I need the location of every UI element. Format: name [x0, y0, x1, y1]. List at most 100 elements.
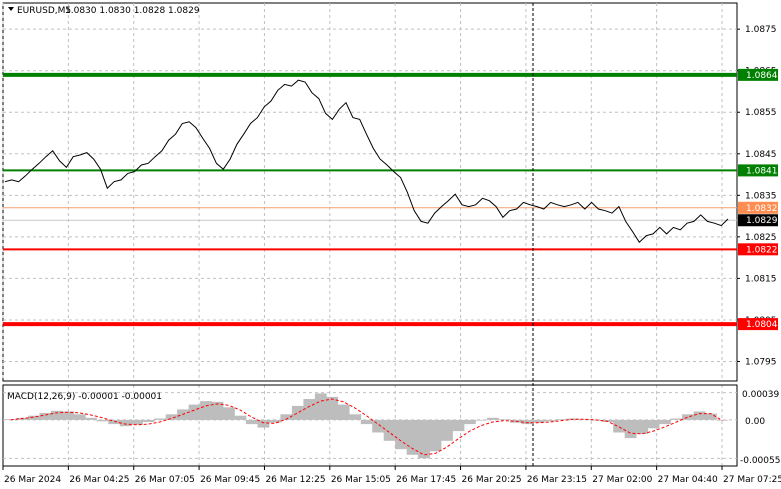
price-tick-label: 1.0875 [745, 25, 777, 35]
level-tags: 1.0864 1.0841 1.0832 1.0829 1.0822 1.0804 [738, 68, 778, 331]
macd-bar [234, 415, 247, 420]
price-tick-label: 1.0845 [745, 150, 777, 160]
macd-bar [246, 419, 258, 425]
level-tag-label: 1.0832 [746, 204, 778, 214]
time-tick-label: 26 Mar 15:05 [331, 475, 391, 485]
level-tag-label: 1.0829 [746, 216, 778, 226]
price-tick-label: 1.0795 [745, 357, 777, 367]
macd-bar [119, 419, 132, 427]
time-tick-label: 26 Mar 20:25 [462, 475, 522, 485]
macd-bar [429, 419, 442, 452]
symbol-label: EURUSD,M5 [17, 6, 71, 16]
price-panel[interactable]: 1.08751.08651.08551.08451.08351.08251.08… [2, 2, 778, 466]
macd-bar [108, 419, 121, 425]
macd-axis-zero: 0.00 [745, 417, 765, 427]
level-tag-label: 1.0804 [746, 320, 778, 330]
macd-bar [269, 419, 281, 423]
macd-bar [314, 393, 327, 420]
macd-signal-line [10, 398, 723, 456]
macd-bar [464, 419, 476, 425]
macd-bar [555, 419, 568, 420]
price-tick-label: 1.0825 [745, 233, 777, 243]
macd-bar [154, 418, 166, 420]
macd-bar [85, 417, 98, 420]
macd-bar [670, 418, 683, 420]
macd-bar [326, 396, 339, 420]
time-tick-label: 26 Mar 17:45 [396, 475, 456, 485]
macd-bar [395, 419, 407, 450]
macd-bar [372, 419, 384, 433]
macd-bar [452, 419, 465, 432]
macd-bar [257, 419, 270, 428]
macd-bar [624, 419, 637, 439]
macd-panel-frame [2, 384, 738, 467]
price-levels[interactable] [3, 72, 737, 327]
macd-bar [62, 411, 75, 420]
macd-bar [360, 419, 373, 425]
macd-bar [50, 410, 63, 420]
macd-bar [682, 414, 694, 420]
macd-bar [291, 405, 304, 420]
macd-bar [165, 414, 178, 420]
level-tag-label: 1.0864 [746, 71, 778, 81]
macd-axis-top: 0.00039 [742, 390, 779, 400]
price-line [4, 79, 729, 243]
macd-bar [211, 401, 224, 420]
time-tick-label: 26 Mar 12:25 [265, 475, 325, 485]
macd-bar [659, 419, 671, 425]
level-tag-1.0822 [738, 243, 778, 256]
level-tag-1.0864 [738, 68, 778, 81]
macd-histogram [5, 393, 729, 459]
macd-bar [521, 419, 534, 425]
price-tick-label: 1.0815 [745, 274, 777, 284]
macd-title: MACD(12,26,9) -0.00001 -0.00001 [7, 392, 162, 402]
time-tick-label: 27 Mar 04:40 [658, 475, 718, 485]
dropdown-triangle-icon[interactable] [8, 7, 14, 11]
time-tick-label: 26 Mar 2024 [4, 475, 61, 485]
macd-bar [441, 419, 453, 441]
level-tag-1.0829 [738, 214, 778, 227]
macd-bar [578, 419, 591, 420]
macd-bar [96, 419, 109, 422]
macd-bar [705, 413, 717, 420]
macd-bar [487, 417, 499, 420]
header-block: EURUSD,M5 1.0830 1.0830 1.0828 1.0829 [8, 6, 200, 16]
macd-bar [188, 404, 201, 420]
ohlc-values: 1.0830 1.0830 1.0828 1.0829 [65, 6, 200, 16]
time-tick-label: 26 Mar 07:05 [135, 475, 195, 485]
macd-bar [303, 399, 316, 420]
macd-bar [383, 419, 396, 441]
price-panel-frame [2, 2, 738, 382]
price-tick-label: 1.0855 [745, 108, 777, 118]
level-tag-1.0832 [738, 201, 778, 214]
macd-bar [28, 415, 40, 420]
time-tick-label: 26 Mar 23:15 [527, 475, 587, 485]
macd-bar [223, 407, 235, 420]
macd-bar [200, 401, 212, 420]
time-tick-label: 26 Mar 04:25 [69, 475, 129, 485]
macd-bar [337, 404, 350, 420]
macd-bar [131, 419, 143, 425]
price-tick-label: 1.0835 [745, 191, 777, 201]
time-tick-label: 27 Mar 02:00 [592, 475, 652, 485]
time-axis: 26 Mar 2024 26 Mar 04:25 26 Mar 07:05 26 Ma… [2, 466, 781, 485]
macd-bar [532, 419, 545, 423]
macd-axis-bottom: -0.00055 [740, 456, 780, 466]
macd-bar [142, 419, 155, 422]
macd-bar [349, 414, 362, 420]
macd-bar [39, 412, 52, 420]
macd-bar [418, 419, 430, 459]
time-tick-label: 26 Mar 09:45 [200, 475, 260, 485]
macd-bar [636, 419, 648, 434]
macd-bar [647, 419, 660, 429]
macd-bar [73, 414, 86, 420]
macd-bar [475, 419, 488, 421]
macd-bar [544, 419, 557, 422]
macd-panel[interactable]: MACD(12,26,9) -0.00001 -0.00001 0.00039 … [2, 384, 780, 467]
macd-bar [613, 419, 625, 433]
macd-bar [406, 419, 419, 455]
level-tag-1.0841 [738, 164, 778, 177]
macd-bar [280, 414, 293, 420]
